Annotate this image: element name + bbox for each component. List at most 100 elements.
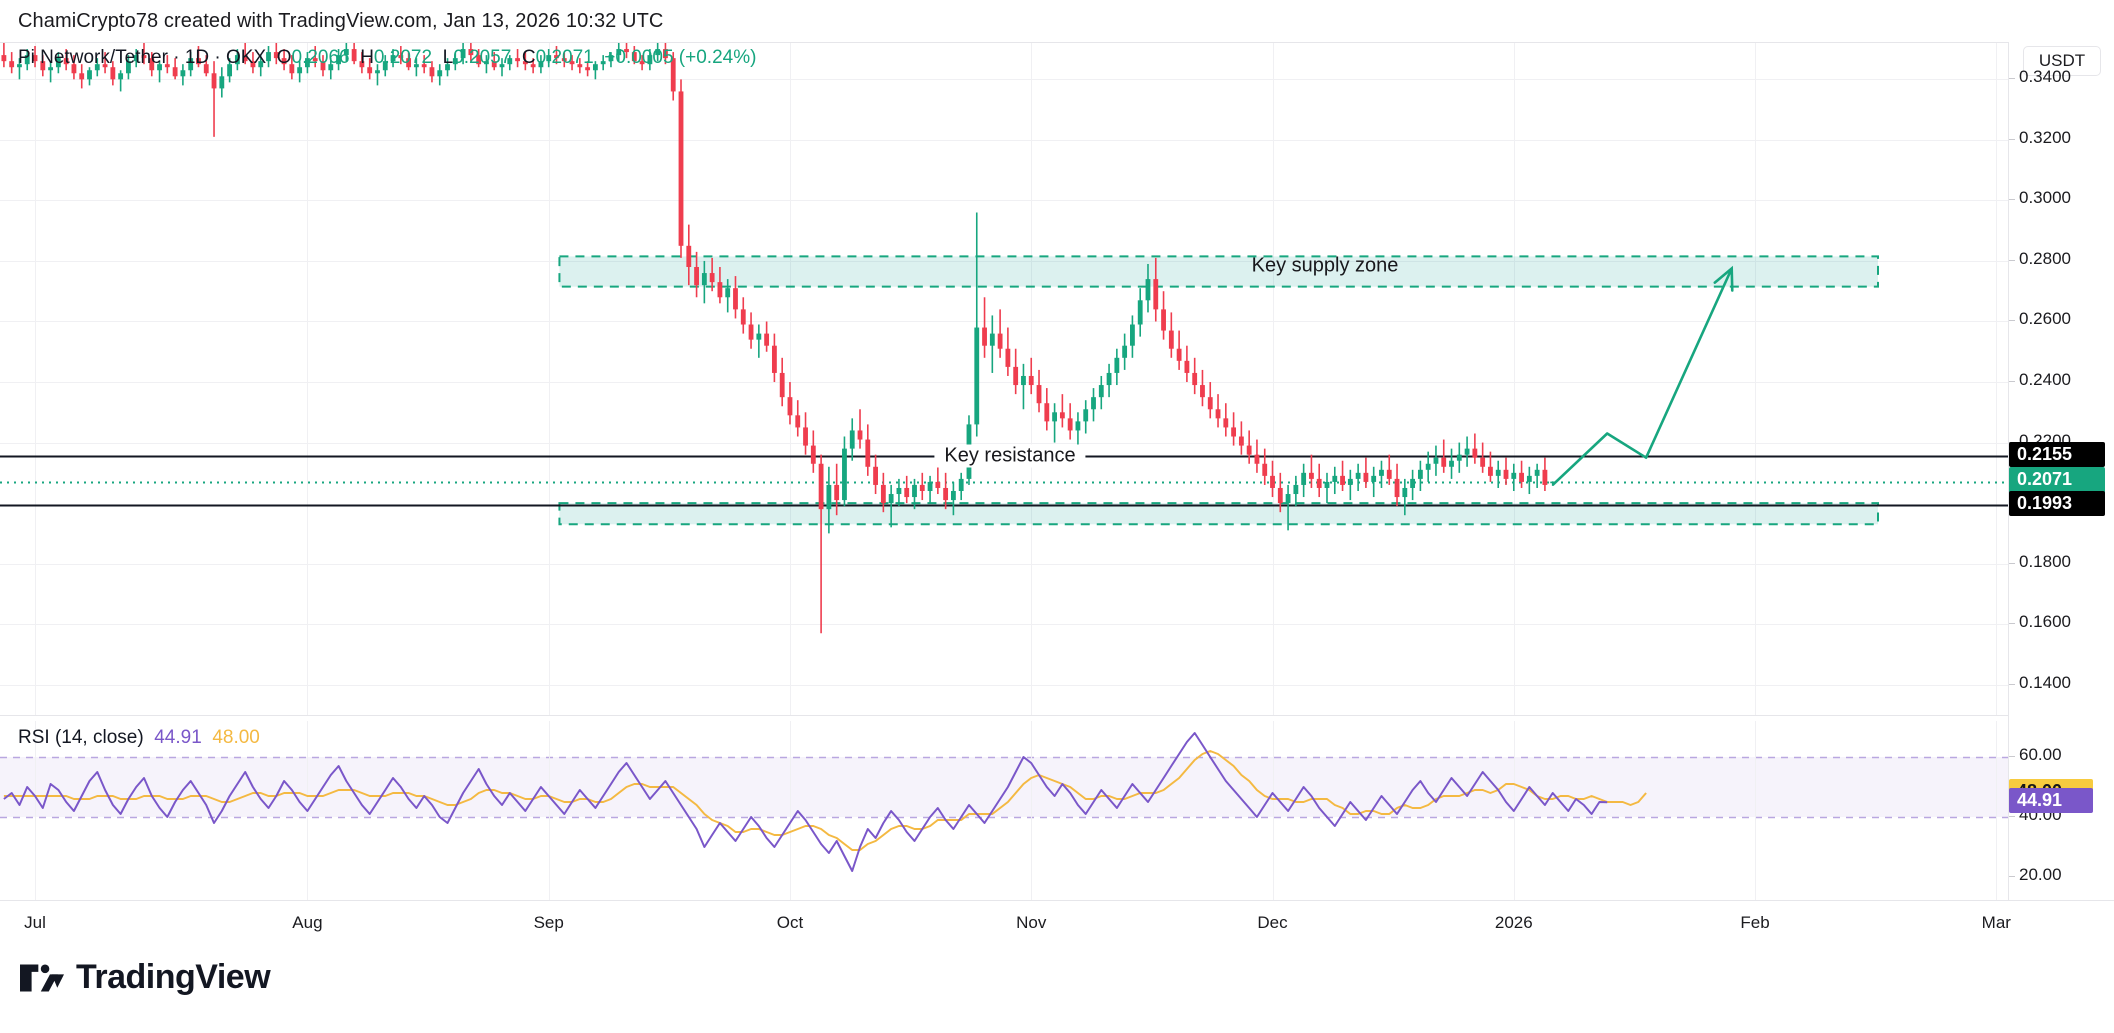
candle (1534, 463, 1540, 488)
candle (1145, 263, 1151, 313)
supply-zone (558, 255, 1879, 288)
chart-frame[interactable]: Key supply zone Key resistance Pi Network… (0, 42, 2114, 901)
candle (1301, 463, 1307, 498)
candle (484, 55, 489, 74)
candle (1200, 369, 1205, 407)
candle (118, 70, 124, 92)
candle (709, 257, 715, 292)
candle (678, 79, 684, 258)
candle (1192, 357, 1198, 395)
candle (1456, 442, 1462, 473)
rsi-legend-title[interactable]: RSI (14, close) (18, 727, 144, 748)
key-resistance-label: Key resistance (934, 444, 1086, 468)
candle (1028, 357, 1034, 395)
candle (359, 52, 365, 74)
resistance-price-badge[interactable]: 0.2155 (2009, 442, 2105, 468)
candle (1106, 363, 1112, 398)
candle (1052, 403, 1058, 443)
candle (647, 49, 653, 71)
candle (888, 484, 894, 528)
rsi-axis-tick: 60.00 (2019, 745, 2062, 764)
candle (1013, 348, 1019, 395)
candle (1394, 463, 1400, 507)
candle (733, 276, 738, 319)
candle (1207, 382, 1213, 419)
support-price-badge[interactable]: 0.1993 (2009, 491, 2105, 517)
candle (756, 324, 762, 358)
candle (1067, 403, 1073, 440)
candle (102, 52, 108, 74)
price-axis-tick: 0.3200 (2019, 127, 2071, 147)
candle (1044, 388, 1050, 431)
candle (1316, 463, 1322, 498)
supply-zone-label: Key supply zone (1251, 254, 1399, 277)
candle (1332, 466, 1338, 495)
candle (717, 267, 723, 304)
rsi-axis-tick: 20.00 (2019, 865, 2062, 884)
time-axis[interactable]: Jul Aug Sep Oct Nov Dec 2026 Feb Mar (0, 900, 2114, 944)
rsi-pane[interactable] (0, 721, 2008, 901)
candle (1098, 375, 1104, 410)
candle (172, 58, 178, 80)
candle (445, 58, 450, 77)
candle (40, 55, 46, 77)
candle (1215, 394, 1221, 428)
candle (1371, 466, 1377, 498)
price-pane[interactable]: Key supply zone Key resistance (0, 43, 2008, 715)
rsi-line (3, 732, 1608, 872)
candle (1449, 448, 1454, 479)
candle (982, 297, 987, 358)
currency-chip[interactable]: USDT (2023, 46, 2101, 76)
candle (974, 212, 980, 437)
rsi-value-badge[interactable]: 44.91 (2009, 788, 2093, 814)
candle (468, 43, 474, 62)
time-axis-tick: Oct (776, 913, 804, 932)
candle (1285, 484, 1291, 531)
candle (499, 58, 505, 77)
candle (950, 481, 956, 516)
price-axis-tick: 0.2400 (2019, 370, 2071, 390)
tradingview-logo-icon (20, 964, 64, 991)
price-axis-tick: 0.3400 (2019, 67, 2071, 87)
candle (631, 46, 637, 65)
candle (211, 61, 217, 137)
candle (1402, 478, 1408, 516)
candle (203, 55, 209, 77)
candle (382, 55, 388, 77)
pane-divider[interactable] (0, 715, 2008, 716)
candle (149, 52, 155, 77)
candle (1059, 394, 1065, 428)
price-axis-tick-mark (2009, 199, 2015, 200)
attribution-header: ChamiCrypto78 created with TradingView.c… (0, 0, 2114, 42)
rsi-legend: RSI (14, close) 44.91 48.00 (18, 727, 260, 749)
price-axis[interactable]: USDT 0.3400 0.3200 0.3000 0.2800 0.2600 0.240… (2008, 42, 2114, 900)
candle (530, 58, 536, 74)
candle (725, 279, 731, 313)
candle (842, 436, 847, 507)
candle (1137, 288, 1143, 337)
candle (9, 52, 15, 74)
last-price-badge-value: 0.2071 (2017, 468, 2073, 489)
candle (390, 49, 396, 68)
price-axis-tick-mark (2009, 139, 2015, 140)
candle (1472, 433, 1478, 464)
candle (55, 52, 61, 74)
candle (1277, 472, 1283, 513)
candle (266, 46, 271, 68)
candle (1324, 472, 1330, 504)
candle (515, 49, 520, 68)
candle (476, 49, 482, 68)
projection-arrowhead (1713, 265, 1734, 292)
candle (281, 49, 287, 71)
candle (413, 58, 419, 77)
candle (1480, 442, 1486, 473)
candle (935, 466, 941, 495)
candle (1363, 457, 1369, 488)
candle (818, 454, 824, 634)
candle (748, 312, 754, 349)
candle (328, 58, 334, 80)
candle (1114, 348, 1120, 386)
candle (1130, 315, 1135, 358)
candle (686, 224, 692, 286)
